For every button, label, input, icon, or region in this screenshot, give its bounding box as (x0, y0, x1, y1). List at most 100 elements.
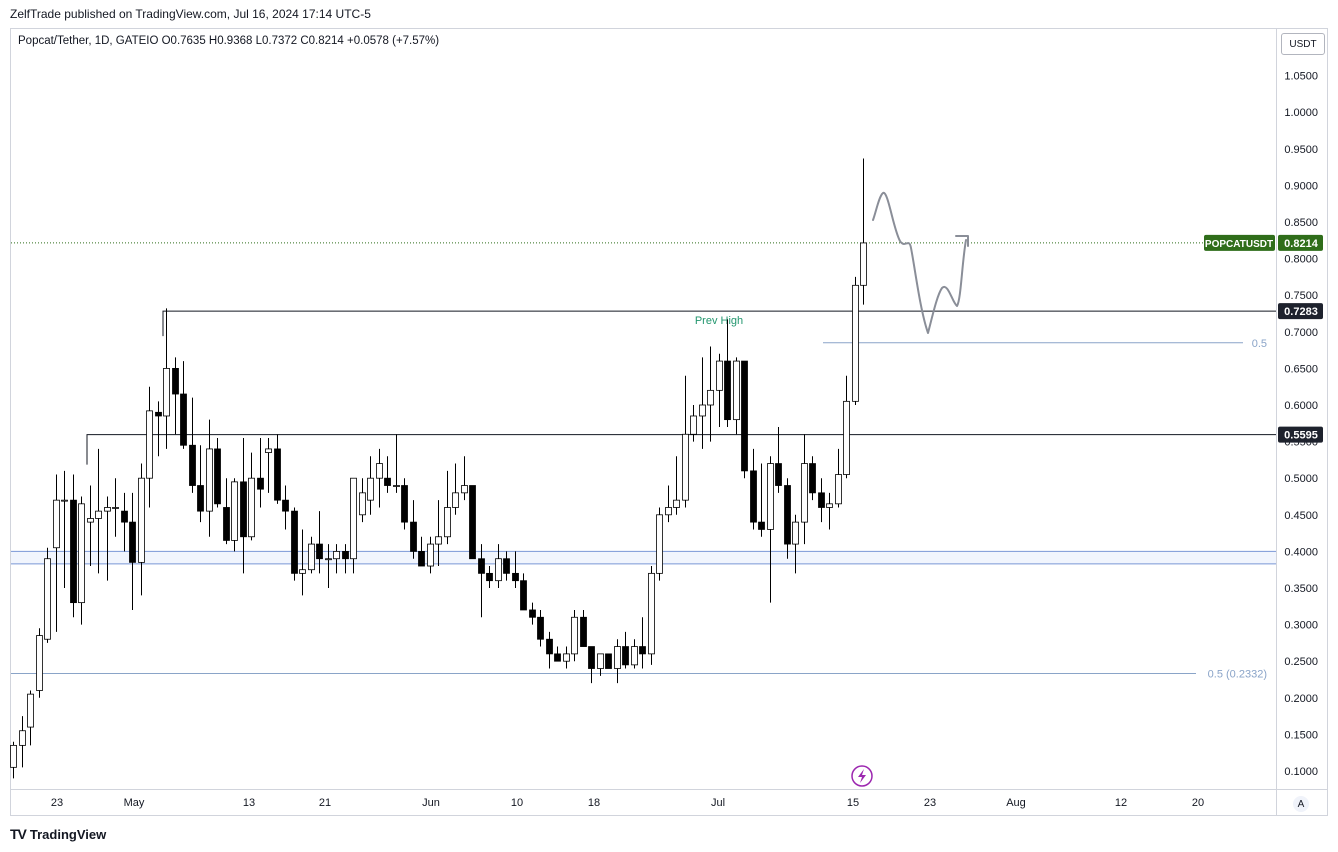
candle (852, 276, 859, 405)
candle-body (418, 551, 425, 567)
candle-body (350, 477, 357, 560)
x-tick-label: 12 (1115, 797, 1127, 809)
candle (656, 507, 663, 581)
candle (316, 511, 323, 574)
candle (546, 631, 553, 669)
candle-body (758, 521, 765, 530)
y-tick-label: 0.5000 (1284, 473, 1318, 485)
candle (478, 544, 485, 618)
candle-body (665, 507, 672, 516)
candle (648, 566, 655, 665)
candle (257, 437, 264, 508)
candle (826, 492, 833, 530)
candle-body (206, 448, 213, 512)
candle (809, 456, 816, 501)
candle (197, 445, 204, 523)
y-tick-label: 0.8500 (1284, 217, 1318, 229)
candle-body (605, 653, 612, 669)
candle-body (580, 616, 587, 647)
candle (19, 716, 26, 768)
candle (792, 514, 799, 574)
candle (10, 741, 17, 779)
candle (299, 529, 306, 596)
candle (512, 551, 519, 588)
auto-scale-button[interactable]: A (1293, 796, 1309, 812)
resistance-line (162, 310, 1276, 337)
candle-body (282, 499, 289, 512)
candle-body (325, 558, 332, 561)
candle-body (724, 360, 731, 421)
candle-body (469, 485, 476, 560)
candle-body (571, 616, 578, 655)
lightning-icon[interactable] (851, 765, 873, 787)
range-line (86, 434, 1276, 465)
candle-body (44, 558, 51, 640)
candle (138, 463, 145, 596)
candle (282, 485, 289, 530)
candle (36, 628, 43, 698)
candle (571, 609, 578, 662)
candle-body (172, 367, 179, 395)
level-label-lower: 0.5595 (1284, 430, 1318, 442)
candle-body (546, 638, 553, 655)
candle-body (231, 481, 238, 541)
candle-body (274, 448, 281, 501)
candle-body (716, 360, 723, 391)
candle (367, 456, 374, 515)
candle-body (299, 569, 306, 574)
candle (78, 496, 85, 625)
candle (223, 478, 230, 545)
candle-body (197, 485, 204, 512)
candle (767, 456, 774, 603)
candle-body (809, 463, 816, 494)
candle (580, 609, 587, 647)
candle-body (478, 558, 485, 574)
candle (359, 478, 366, 523)
candle-body (843, 400, 850, 475)
candle-body (180, 393, 187, 446)
last-price-label-bg (1278, 234, 1323, 251)
level-lines: 0.5 0.5 (0.2332) Prev High (11, 242, 1276, 680)
candle-body (189, 444, 196, 486)
y-tick-label: 1.0000 (1284, 107, 1318, 119)
candle-body (597, 653, 604, 669)
support-band (11, 551, 1276, 564)
axes-group: 1.0500 1.0000 0.9500 0.9000 0.8500 0.8000 0.75… (10, 28, 1328, 816)
y-tick-label: 0.7500 (1284, 290, 1318, 302)
candle (172, 357, 179, 435)
candle-body (70, 499, 77, 604)
x-tick-label: 10 (511, 797, 523, 809)
candle-body (129, 521, 136, 563)
x-tick-label: May (124, 797, 145, 809)
candle-body (333, 551, 340, 560)
candle-body (427, 543, 434, 567)
candle-body (308, 543, 315, 571)
candle-body (223, 507, 230, 541)
candle (520, 573, 527, 611)
candle (333, 544, 340, 574)
candle (146, 386, 153, 508)
candle-body (291, 510, 298, 574)
candle (495, 544, 502, 588)
symbol-label: POPCATUSDT (1205, 239, 1273, 250)
candle (622, 631, 629, 669)
candle (758, 463, 765, 537)
currency-button[interactable]: USDT (1281, 33, 1325, 55)
candle-body (265, 448, 272, 453)
candle (95, 448, 102, 574)
candle (733, 357, 740, 435)
candle-body (818, 492, 825, 508)
last-price-label: 0.8214 (1284, 238, 1319, 250)
candle (639, 617, 646, 669)
y-tick-label: 0.8000 (1284, 254, 1318, 266)
candle (410, 500, 417, 559)
candle (843, 375, 850, 479)
candle (240, 437, 247, 574)
y-tick-label: 0.9000 (1284, 180, 1318, 192)
candle-body (707, 389, 714, 406)
candle (325, 544, 332, 588)
candle-body (775, 463, 782, 486)
candle (665, 485, 672, 523)
y-tick-label: 0.2500 (1284, 656, 1318, 668)
